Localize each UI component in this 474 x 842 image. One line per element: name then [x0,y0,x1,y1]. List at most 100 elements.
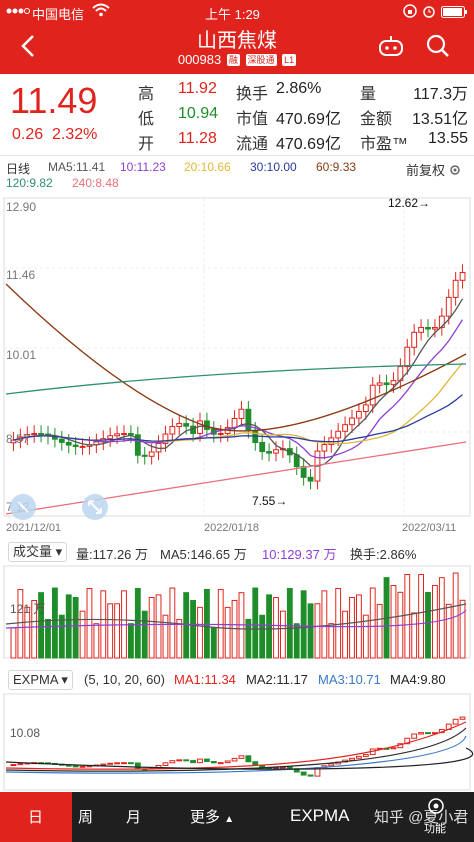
volume-bar [321,590,328,659]
volume-bar [203,588,210,659]
candle-body [411,331,418,348]
expma-legend-item: MA2:11.17 [246,672,308,687]
volume-indicator-selector[interactable]: 成交量 ▾ [8,542,68,562]
tab-month[interactable]: 月 [126,809,142,826]
expma-candle [183,759,190,762]
expma-tick: 10.08 [10,726,41,740]
settings-icon [428,798,444,814]
expma-candle [404,737,411,745]
volume-bar [252,587,259,659]
robot-assistant-button[interactable] [378,34,404,63]
volume-bar [273,597,279,659]
last-price: 11.49 [10,80,98,121]
zoom-out-button[interactable] [82,494,108,520]
connect-badge: 深股通 [245,54,277,66]
candle-body [438,315,445,328]
ma120-line [5,363,467,395]
expma-candle [328,763,335,767]
volume-bar [293,623,300,659]
candle-body [425,326,431,330]
volume-bar [58,614,65,659]
candle-body [38,432,45,435]
zoom-in-button[interactable] [10,494,36,520]
volume-bar [127,623,134,659]
volume-bar [390,585,397,659]
volume-bar [10,627,17,659]
volume-bar [286,588,293,659]
chart-area[interactable]: 日线 MA5:11.41 10:11.23 20:10.66 30:10.00 60:9… [0,156,474,792]
candle-body [141,454,148,457]
indicator-tab[interactable]: EXPMA [290,806,350,825]
tab-more-label: 更多 [190,809,221,826]
expma-frame [3,693,471,791]
volume-bar [141,610,148,659]
candle-body [321,443,328,452]
volume-bar [342,610,349,659]
bottom-bar: 日 周 月 更多 ▲ EXPMA 知乎 @夏小君 功能 [0,792,474,842]
volume-bar [266,594,273,659]
clock: 上午 1:29 [205,7,260,22]
volume-legend: 成交量 ▾ 量:117.26 万 MA5:146.65 万 10:129.37 … [0,540,474,564]
quote-label: 金额 [360,111,393,128]
candle-body [121,433,127,436]
tab-more[interactable]: 更多 ▲ [190,806,234,827]
candle-body [418,326,425,333]
candle-body [72,444,79,448]
shrink-icon [17,501,29,513]
adjust-selector[interactable]: 前复权 [406,160,461,179]
quote-label: 量 [360,86,377,103]
candle-body [134,434,141,456]
ma30-line [13,394,463,443]
quote-value: 470.69亿 [276,111,341,128]
volume-title: 成交量 [13,544,53,559]
quote-label: 换手 [236,86,269,103]
candle-body [231,417,238,429]
adjust-label: 前复权 [406,163,446,178]
volume-bar [224,606,231,659]
volume-bar [197,606,203,659]
volume-bar [134,588,141,659]
candle-body [176,423,183,428]
quote-value: 470.69亿 [276,136,341,153]
candle-body [162,433,169,445]
tab-week[interactable]: 周 [78,809,94,826]
candle-body [169,426,176,435]
quote-label: 流通 [236,136,269,153]
expma-indicator-selector[interactable]: EXPMA ▾ [8,670,73,690]
expma-ma3-line [5,735,467,774]
caret-up-icon: ▲ [224,814,235,825]
turnover-value: 换手:2.86% [350,547,417,562]
tab-day[interactable]: 日 [28,809,44,826]
volume-bar [300,590,307,659]
quote-value: 2.86% [276,80,322,97]
expma-candle [224,760,231,764]
quote-panel: 11.49 0.26 2.32% 高 11.92 换手 2.86% 量 117.3万低 10… [0,74,474,156]
search-button[interactable] [426,34,450,63]
back-button[interactable] [20,34,36,63]
expma-candle [286,766,293,770]
candle-body [459,272,466,281]
period-label: 日线 [6,162,31,176]
candle-body [335,430,342,439]
expma-candle [459,716,466,720]
expma-candle [210,761,217,764]
volume-bar [418,573,425,659]
ma-legend-item: 20:10.66 [184,160,231,174]
kline-chart[interactable] [0,194,474,524]
candle-body [127,433,134,436]
volume-bar [362,614,369,659]
ma240-line [5,441,467,515]
carrier-label: 中国电信 [32,7,85,22]
candle-body [369,384,376,406]
price-change: 0.26 2.32% [12,126,97,144]
expma-candle [307,774,314,777]
function-button[interactable] [426,796,446,821]
top-bar: 中国电信 上午 1:29 山西焦煤 000983 融 深股通 L1 [0,0,474,74]
volume-chart[interactable] [0,564,474,660]
expma-candle [418,732,425,735]
candle-body [217,432,224,435]
volume-bar [79,610,86,659]
chevron-left-icon [21,35,34,57]
expma-legend: EXPMA ▾ (5, 10, 20, 60) MA1:11.34 MA2:11.… [0,668,474,692]
expma-chart[interactable] [0,692,474,792]
